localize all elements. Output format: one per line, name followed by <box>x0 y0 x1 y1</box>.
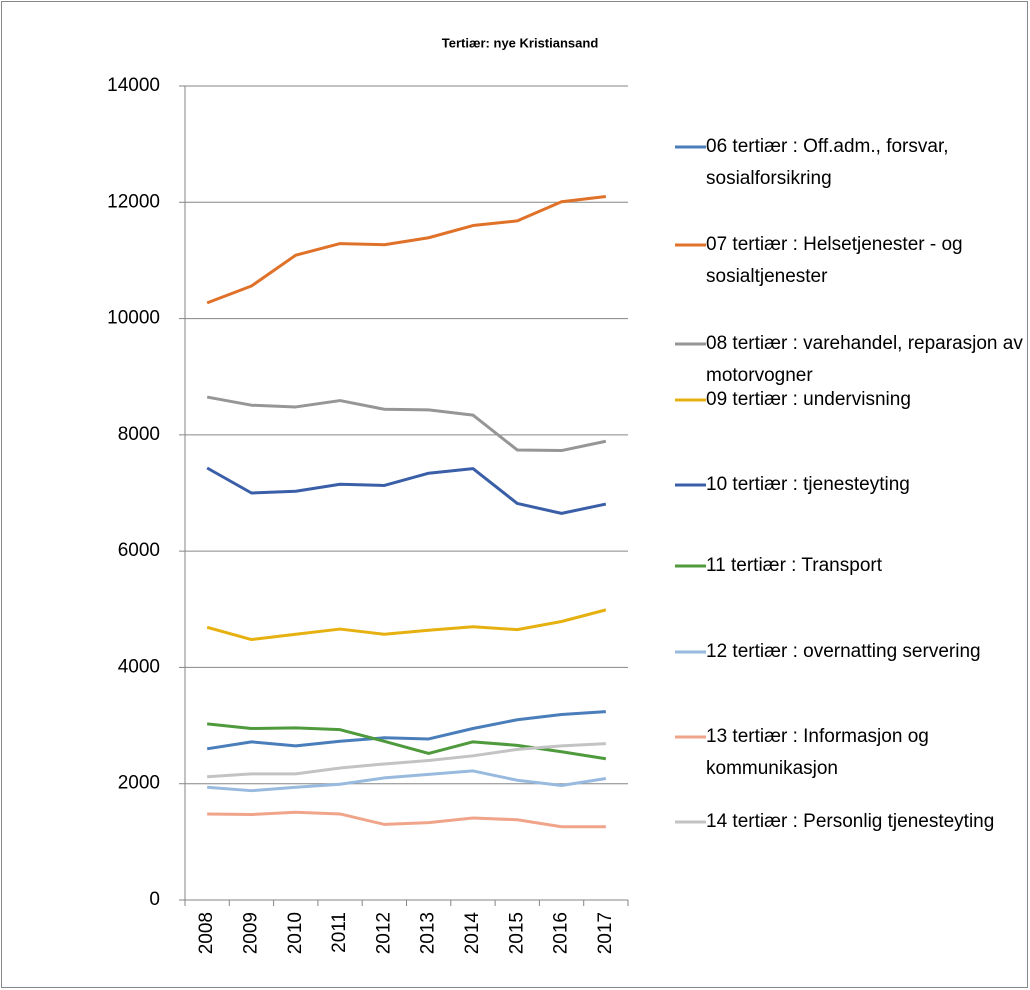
chart-title: Tertiær: nye Kristiansand <box>442 35 599 50</box>
legend-label: 06 tertiær : Off.adm., forsvar, sosialfo… <box>706 136 949 189</box>
x-tick-label: 2011 <box>329 912 350 953</box>
x-tick-label: 2009 <box>240 912 261 954</box>
series-line <box>207 810 606 829</box>
y-tick-label: 14000 <box>107 75 160 96</box>
y-tick-label: 6000 <box>118 540 160 561</box>
y-tick-label: 8000 <box>118 424 160 445</box>
y-tick-label: 10000 <box>107 308 160 329</box>
legend-label: 14 tertiær : Personlig tjenesteyting <box>706 811 995 832</box>
legend-label: 09 tertiær : undervisning <box>706 389 911 410</box>
y-tick-label: 12000 <box>107 191 160 212</box>
y-tick-label: 0 <box>149 889 160 910</box>
x-tick-label: 2014 <box>462 912 483 955</box>
y-tick-label: 2000 <box>118 773 160 794</box>
series-line <box>207 769 607 793</box>
series-line <box>206 395 607 453</box>
series-line <box>207 742 606 779</box>
x-tick-label: 2013 <box>418 912 439 954</box>
legend-label: 08 tertiær : varehandel, reparasjon av m… <box>706 333 1023 386</box>
y-tick-label: 4000 <box>118 656 160 677</box>
x-tick-label: 2017 <box>595 912 616 954</box>
x-tick-label: 2012 <box>373 912 394 954</box>
legend-label: 11 tertiær : Transport <box>706 555 882 576</box>
series-line <box>206 194 607 305</box>
series-line <box>206 466 607 515</box>
series-line <box>206 608 607 642</box>
x-tick-label: 2016 <box>551 912 572 954</box>
x-tick-label: 2015 <box>506 912 527 954</box>
legend-label: 13 tertiær : Informasjon og kommunikasjo… <box>706 726 929 779</box>
series-line <box>206 710 606 751</box>
x-tick-label: 2008 <box>196 912 217 954</box>
legend-label: 12 tertiær : overnatting servering <box>706 641 981 662</box>
x-tick-label: 2010 <box>285 912 306 954</box>
legend-label: 07 tertiær : Helsetjenester - og sosialt… <box>706 234 963 287</box>
legend-label: 10 tertiær : tjenesteyting <box>706 474 910 495</box>
